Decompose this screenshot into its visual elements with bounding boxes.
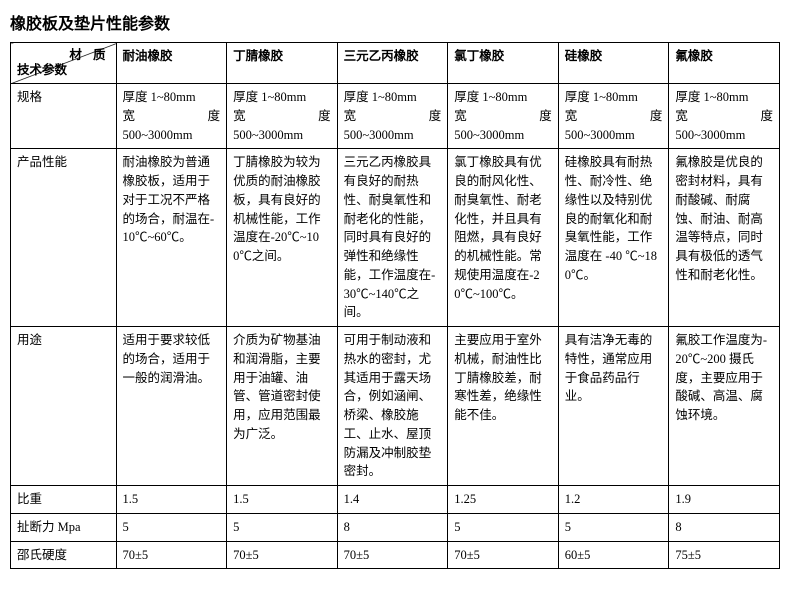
cell: 可用于制动液和热水的密封，尤其适用于露天场合，例如涵闸、桥梁、橡胶施工、止水、屋… — [337, 327, 448, 486]
cell: 60±5 — [558, 541, 669, 569]
cell: 厚度 1~80mm宽度500~3000mm — [669, 84, 780, 149]
cell: 适用于要求较低的场合，适用于一般的润滑油。 — [116, 327, 227, 486]
cell: 75±5 — [669, 541, 780, 569]
cell: 1.5 — [116, 486, 227, 514]
col-header: 硅橡胶 — [558, 43, 669, 84]
table-row: 产品性能 耐油橡胶为普通橡胶板，适用于对于工况不严格的场合，耐温在-10℃~60… — [11, 149, 780, 327]
row-label: 扯断力 Mpa — [11, 513, 117, 541]
table-row: 用途 适用于要求较低的场合，适用于一般的润滑油。 介质为矿物基油和润滑脂，主要用… — [11, 327, 780, 486]
cell: 厚度 1~80mm宽度500~3000mm — [558, 84, 669, 149]
cell: 70±5 — [116, 541, 227, 569]
row-label: 邵氏硬度 — [11, 541, 117, 569]
header-param: 技术参数 — [17, 61, 67, 80]
table-row: 邵氏硬度 70±5 70±5 70±5 70±5 60±5 75±5 — [11, 541, 780, 569]
cell: 硅橡胶具有耐热性、耐冷性、绝缘性以及特别优良的耐氧化和耐臭氧性能，工作温度在 -… — [558, 149, 669, 327]
cell: 主要应用于室外机械，耐油性比丁腈橡胶差，耐寒性差，绝缘性能不佳。 — [448, 327, 559, 486]
col-header: 氯丁橡胶 — [448, 43, 559, 84]
cell: 厚度 1~80mm宽度500~3000mm — [227, 84, 338, 149]
cell: 1.25 — [448, 486, 559, 514]
cell: 耐油橡胶为普通橡胶板，适用于对于工况不严格的场合，耐温在-10℃~60℃。 — [116, 149, 227, 327]
cell: 8 — [669, 513, 780, 541]
cell: 1.4 — [337, 486, 448, 514]
row-label: 规格 — [11, 84, 117, 149]
cell: 介质为矿物基油和润滑脂，主要用于油罐、油管、管道密封使用，应用范围最为广泛。 — [227, 327, 338, 486]
table-row: 扯断力 Mpa 5 5 8 5 5 8 — [11, 513, 780, 541]
row-label: 产品性能 — [11, 149, 117, 327]
col-header: 耐油橡胶 — [116, 43, 227, 84]
cell: 具有洁净无毒的特性，通常应用于食品药品行业。 — [558, 327, 669, 486]
row-label: 比重 — [11, 486, 117, 514]
diagonal-header: 材 质 技术参数 — [11, 43, 117, 84]
cell: 70±5 — [448, 541, 559, 569]
cell: 8 — [337, 513, 448, 541]
cell: 厚度 1~80mm宽度500~3000mm — [448, 84, 559, 149]
cell: 丁腈橡胶为较为优质的耐油橡胶板，具有良好的机械性能，工作温度在-20℃~100℃… — [227, 149, 338, 327]
cell: 5 — [116, 513, 227, 541]
cell: 三元乙丙橡胶具有良好的耐热性、耐臭氧性和耐老化的性能，同时具有良好的弹性和绝缘性… — [337, 149, 448, 327]
cell: 氟橡胶是优良的密封材料，具有耐酸碱、耐腐蚀、耐油、耐高温等特点，同时具有极低的透… — [669, 149, 780, 327]
cell: 5 — [558, 513, 669, 541]
header-material: 材 质 — [69, 46, 109, 65]
cell: 氯丁橡胶具有优良的耐风化性、耐臭氧性、耐老化性，并且具有阻燃，具有良好的机械性能… — [448, 149, 559, 327]
cell: 1.5 — [227, 486, 338, 514]
cell: 70±5 — [227, 541, 338, 569]
row-label: 用途 — [11, 327, 117, 486]
spec-table: 材 质 技术参数 耐油橡胶 丁腈橡胶 三元乙丙橡胶 氯丁橡胶 硅橡胶 氟橡胶 规… — [10, 42, 780, 569]
table-row: 比重 1.5 1.5 1.4 1.25 1.2 1.9 — [11, 486, 780, 514]
col-header: 氟橡胶 — [669, 43, 780, 84]
cell: 1.9 — [669, 486, 780, 514]
cell: 厚度 1~80mm宽度500~3000mm — [116, 84, 227, 149]
cell: 氟胶工作温度为-20℃~200 摄氏度，主要应用于酸碱、高温、腐蚀环境。 — [669, 327, 780, 486]
cell: 5 — [227, 513, 338, 541]
cell: 5 — [448, 513, 559, 541]
cell: 1.2 — [558, 486, 669, 514]
cell: 厚度 1~80mm宽度500~3000mm — [337, 84, 448, 149]
page-title: 橡胶板及垫片性能参数 — [10, 10, 780, 34]
col-header: 三元乙丙橡胶 — [337, 43, 448, 84]
col-header: 丁腈橡胶 — [227, 43, 338, 84]
table-header-row: 材 质 技术参数 耐油橡胶 丁腈橡胶 三元乙丙橡胶 氯丁橡胶 硅橡胶 氟橡胶 — [11, 43, 780, 84]
cell: 70±5 — [337, 541, 448, 569]
table-row: 规格 厚度 1~80mm宽度500~3000mm 厚度 1~80mm宽度500~… — [11, 84, 780, 149]
